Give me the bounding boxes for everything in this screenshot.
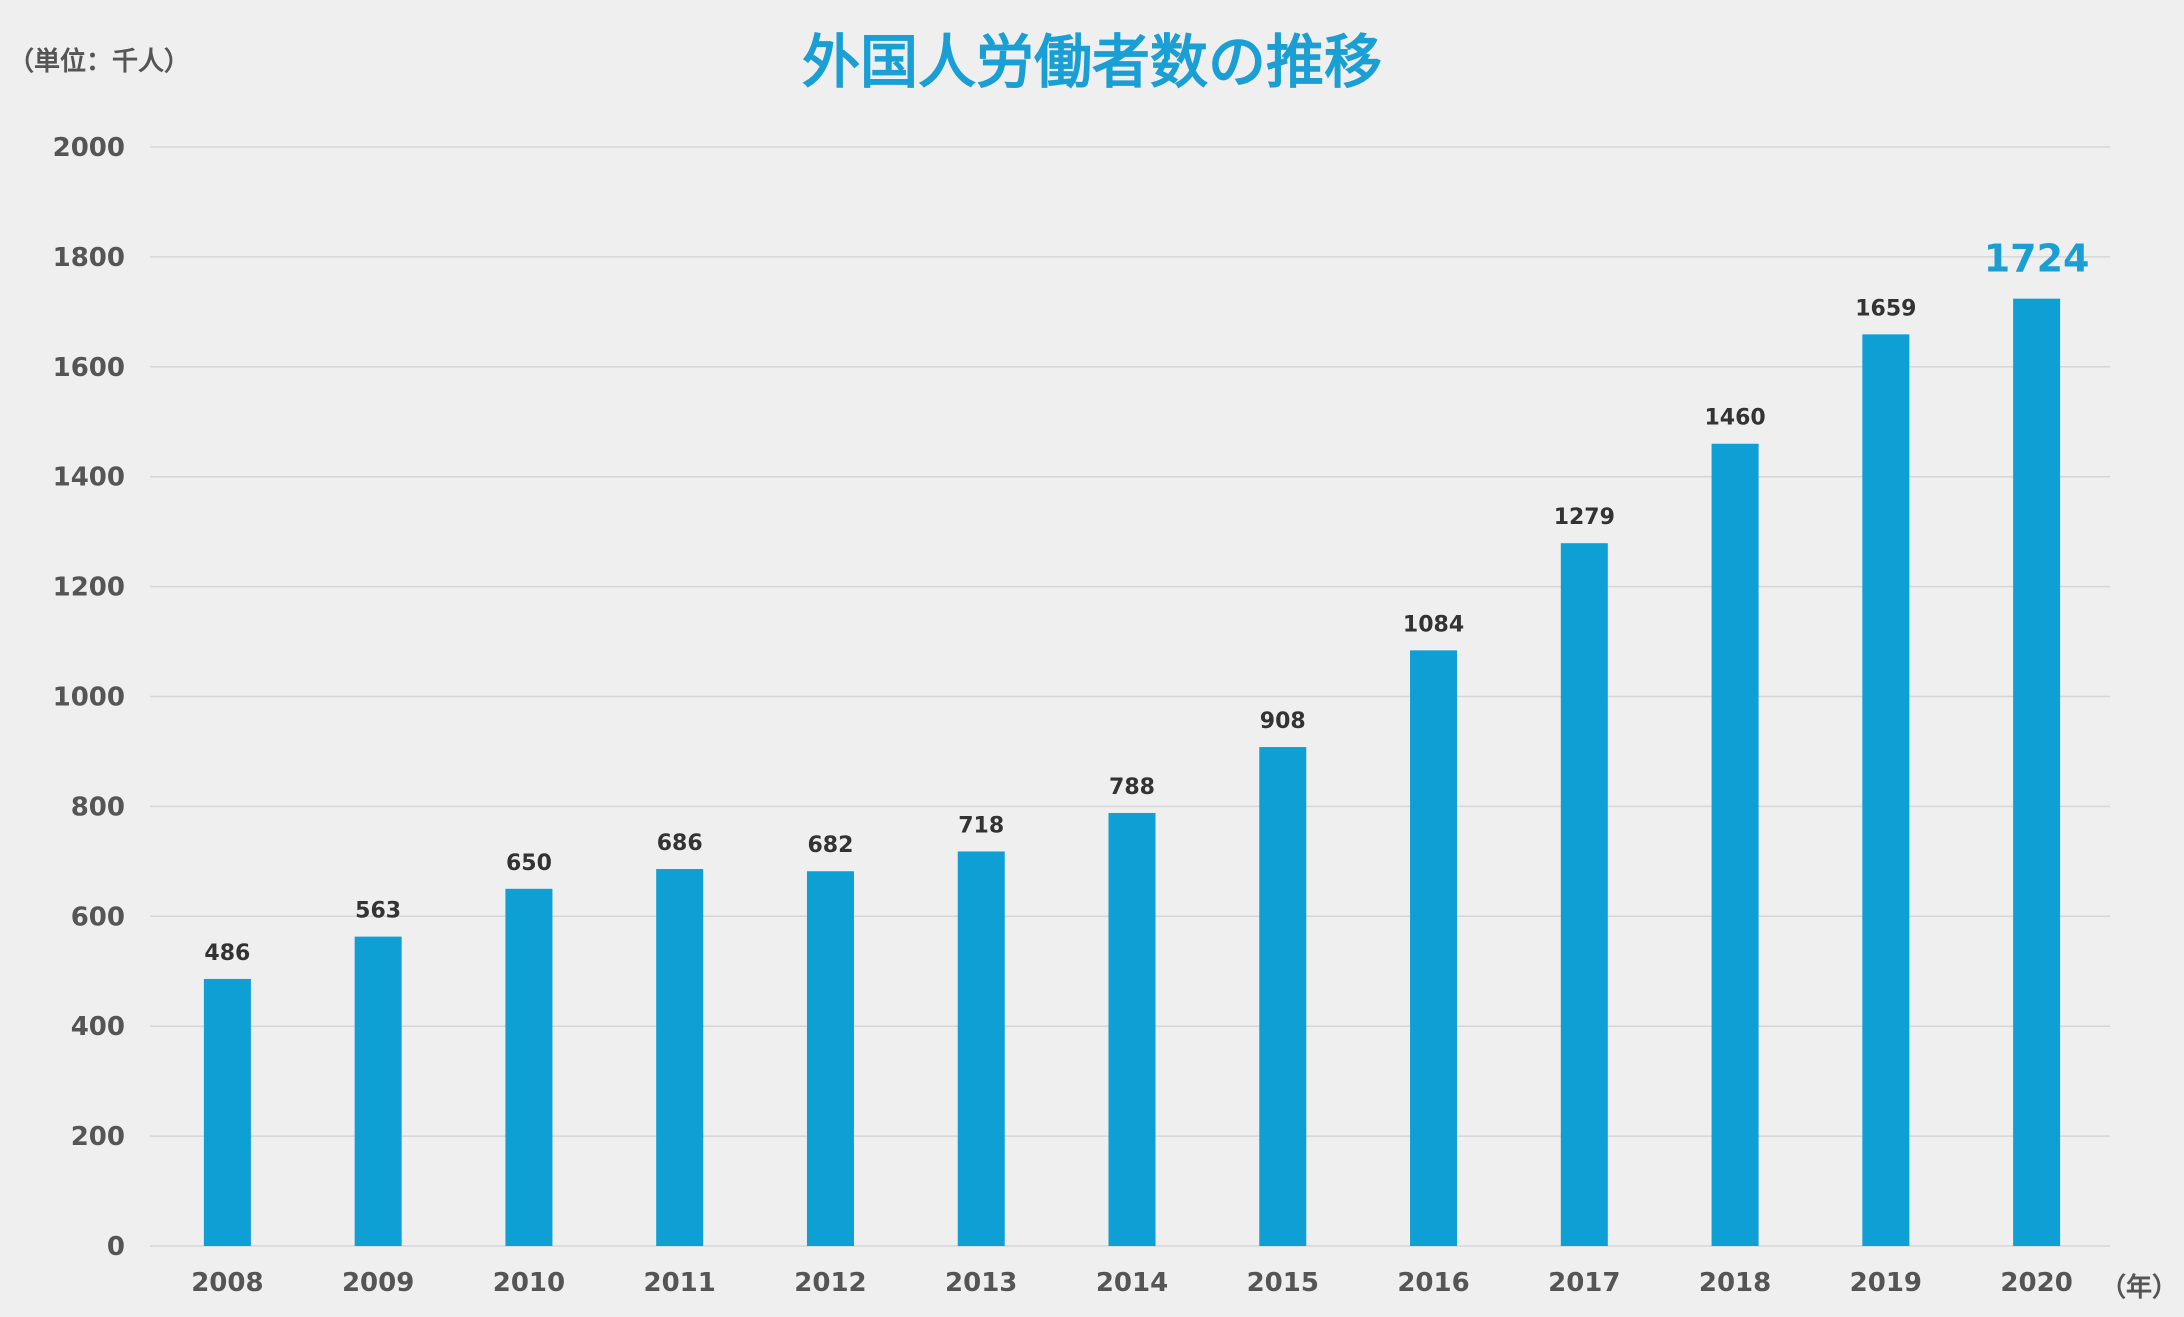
y-tick-label: 2000	[53, 133, 125, 163]
x-tick-label: 2019	[1850, 1268, 1922, 1298]
y-axis-ticks: 0 200 400 600 800 1000 1200 1400 1600 1800 2000	[53, 133, 125, 1262]
y-tick-label: 400	[71, 1012, 125, 1042]
x-axis-ticks: 2008 2009 2010 2011 2012 2013 2014 2015 2016 2017…	[191, 1268, 2073, 1298]
y-tick-label: 1800	[53, 243, 125, 273]
bar-value-label: 718	[958, 813, 1004, 838]
x-tick-label: 2015	[1247, 1268, 1319, 1298]
bar	[1410, 650, 1458, 1246]
bar	[1862, 334, 1910, 1246]
highlight-value-label: 1724	[1984, 237, 2090, 281]
bar-value-label: 1659	[1855, 296, 1916, 321]
x-tick-label: 2016	[1397, 1268, 1469, 1298]
x-tick-label: 2018	[1699, 1268, 1771, 1298]
y-tick-label: 1200	[53, 573, 125, 603]
x-tick-label: 2008	[191, 1268, 263, 1298]
bar	[957, 851, 1005, 1246]
y-tick-label: 200	[71, 1122, 125, 1152]
bar-value-label: 563	[355, 899, 401, 924]
x-tick-label: 2013	[945, 1268, 1017, 1298]
bar-value-label: 788	[1109, 775, 1155, 800]
bar-value-label: 908	[1260, 709, 1306, 734]
bar	[1259, 747, 1307, 1246]
bar-value-label: 1460	[1704, 406, 1765, 431]
bar	[354, 936, 402, 1246]
bar-value-label: 1084	[1403, 612, 1464, 637]
y-tick-label: 800	[71, 792, 125, 822]
x-tick-label: 2009	[342, 1268, 414, 1298]
bar	[203, 978, 251, 1246]
bar	[1108, 812, 1156, 1246]
y-tick-label: 600	[71, 902, 125, 932]
bars	[203, 298, 2061, 1247]
y-tick-label: 1400	[53, 463, 125, 493]
x-tick-label: 2020	[2000, 1268, 2072, 1298]
y-unit-label: （単位：千人）	[8, 46, 190, 77]
bar	[806, 871, 854, 1246]
y-tick-label: 1000	[53, 683, 125, 713]
x-unit-label: （年）	[2100, 1272, 2178, 1303]
x-tick-label: 2017	[1548, 1268, 1620, 1298]
bar-value-label: 682	[807, 833, 853, 858]
bar-value-label: 1279	[1554, 505, 1615, 530]
chart-title: 外国人労働者数の推移	[802, 28, 1382, 96]
bar-value-label: 686	[657, 831, 703, 856]
x-tick-label: 2014	[1096, 1268, 1168, 1298]
bar	[656, 869, 704, 1246]
bar-value-label: 486	[204, 941, 250, 966]
bar-value-label: 650	[506, 851, 552, 876]
bar	[1560, 543, 1608, 1246]
grid-lines	[150, 146, 2110, 1247]
bar	[2013, 298, 2061, 1246]
x-tick-label: 2011	[644, 1268, 716, 1298]
x-tick-label: 2010	[493, 1268, 565, 1298]
y-tick-label: 0	[107, 1232, 125, 1262]
y-tick-label: 1600	[53, 353, 125, 383]
bar	[1711, 443, 1759, 1247]
bar-value-labels: 486 563 650 686 682 718 788 908 1084 1279 1460 1659…	[204, 237, 2089, 966]
x-tick-label: 2012	[794, 1268, 866, 1298]
bar	[505, 888, 553, 1246]
